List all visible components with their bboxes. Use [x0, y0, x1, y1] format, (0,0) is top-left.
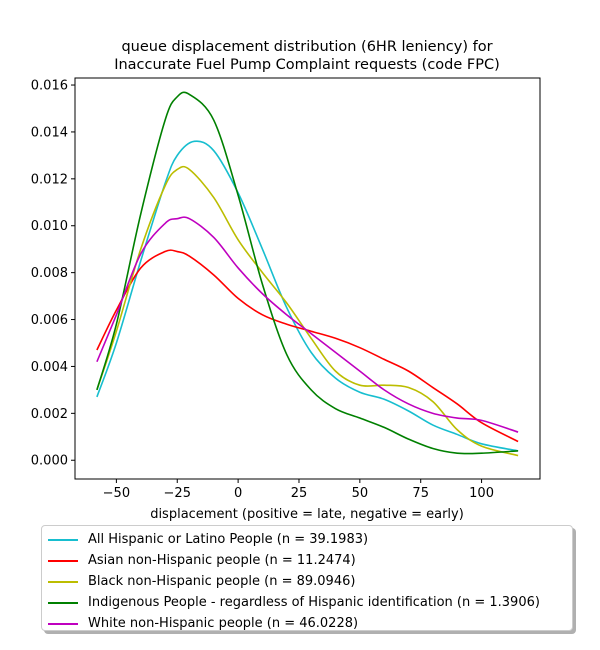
plot-area: [75, 78, 540, 479]
x-tick-label: 0: [234, 486, 242, 501]
legend-item: Asian non-Hispanic people (n = 11.2474): [46, 550, 572, 571]
legend-label: White non-Hispanic people (n = 46.0228): [88, 616, 359, 631]
y-tick-label: 0.004: [31, 360, 68, 375]
legend-label: Black non-Hispanic people (n = 89.0946): [88, 574, 356, 589]
y-axis: 0.000 0.002 0.004 0.006 0.008 0.010 0.012 0.014…: [31, 79, 75, 469]
x-tick-label: 100: [469, 486, 494, 501]
chart-title-line-2: Inaccurate Fuel Pump Complaint requests …: [114, 57, 500, 73]
x-tick-label: −25: [164, 486, 191, 501]
legend-label: Asian non-Hispanic people (n = 11.2474): [88, 553, 356, 568]
series-line-2: [96, 249, 519, 443]
x-tick-label: −50: [103, 486, 130, 501]
y-tick-label: 0.006: [31, 313, 68, 328]
x-tick-label: 25: [291, 486, 308, 501]
legend-label: All Hispanic or Latino People (n = 39.19…: [88, 532, 369, 547]
series-layer: [96, 91, 519, 457]
legend-label: Indigenous People - regardless of Hispan…: [88, 595, 540, 610]
x-tick-label: 50: [352, 486, 369, 501]
series-line-5: [96, 216, 519, 433]
legend-item: White non-Hispanic people (n = 46.0228): [46, 613, 572, 634]
legend-swatch: [48, 559, 78, 562]
y-tick-label: 0.012: [31, 172, 68, 187]
y-tick-label: 0.010: [31, 219, 68, 234]
series-line-4: [96, 91, 519, 455]
legend-swatch: [48, 538, 78, 541]
x-axis-label: displacement (positive = late, negative …: [150, 507, 464, 522]
legend-swatch: [48, 601, 78, 604]
legend-swatch: [48, 580, 78, 583]
legend-item: Black non-Hispanic people (n = 89.0946): [46, 571, 572, 592]
chart-title: queue displacement distribution (6HR len…: [114, 39, 500, 73]
legend-item: Indigenous People - regardless of Hispan…: [46, 592, 572, 613]
legend: All Hispanic or Latino People (n = 39.19…: [41, 525, 573, 631]
y-tick-label: 0.008: [31, 266, 68, 281]
x-axis: −50 −25 0 25 50 75 100: [103, 479, 494, 501]
plot-frame: [74, 77, 541, 480]
y-tick-label: 0.016: [31, 79, 68, 94]
y-tick-label: 0.000: [31, 454, 68, 469]
y-tick-label: 0.002: [31, 407, 68, 422]
chart-title-line-1: queue displacement distribution (6HR len…: [121, 39, 492, 55]
legend-item: All Hispanic or Latino People (n = 39.19…: [46, 529, 572, 550]
x-tick-label: 75: [412, 486, 429, 501]
legend-swatch: [48, 622, 78, 625]
series-line-3: [96, 165, 519, 457]
y-tick-label: 0.014: [31, 125, 68, 140]
